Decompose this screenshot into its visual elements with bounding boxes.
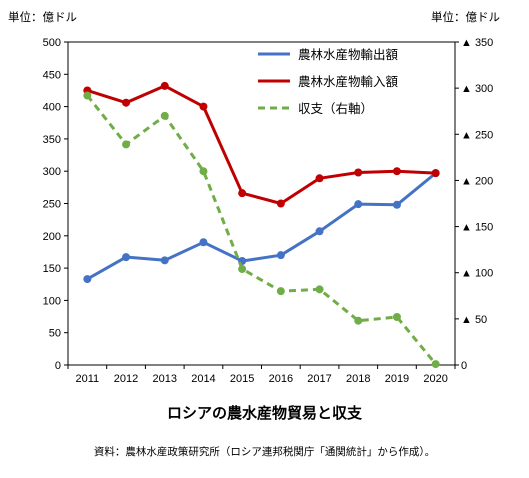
data-point — [122, 140, 131, 149]
data-point — [354, 316, 363, 325]
y-right-tick-label: ▲ 100 — [461, 268, 493, 280]
y-right-tick-label: 0 — [461, 360, 467, 372]
data-point — [160, 111, 169, 120]
y-left-tick-label: 150 — [43, 263, 61, 275]
data-point — [238, 189, 247, 198]
data-point — [392, 313, 401, 322]
x-tick-label: 2015 — [230, 373, 254, 385]
x-tick-label: 2011 — [76, 373, 100, 385]
data-point — [276, 287, 285, 296]
data-point — [160, 81, 169, 90]
y-left-tick-label: 250 — [43, 199, 61, 211]
legend-label: 農林水産物輸入額 — [298, 74, 399, 89]
data-point — [160, 256, 169, 265]
y-left-ticks: 0 50 100 150 200 250 300 350 400 450 500 — [43, 37, 68, 372]
x-tick-label: 2018 — [346, 373, 370, 385]
y-left-tick-label: 500 — [43, 37, 61, 49]
data-point — [431, 169, 440, 178]
y-left-tick-label: 300 — [43, 166, 61, 178]
x-tick-label: 2017 — [307, 373, 331, 385]
x-tick-label: 2014 — [191, 373, 215, 385]
data-point — [392, 167, 401, 176]
y-right-ticks: 0 ▲ 50 ▲ 100 ▲ 150 ▲ 200 ▲ 250 ▲ 300 ▲ 350 — [455, 37, 493, 372]
legend-label: 収支（右軸） — [298, 101, 373, 116]
data-point — [315, 174, 324, 183]
data-point — [122, 98, 131, 107]
y-left-tick-label: 350 — [43, 134, 61, 146]
y-right-tick-label: ▲ 350 — [461, 37, 493, 49]
source-note: 資料：農林水産政策研究所（ロシア連邦税関庁「通関統計」から作成）。 — [93, 446, 436, 458]
data-point — [276, 199, 285, 208]
data-point — [354, 168, 363, 177]
y-right-tick-label: ▲ 200 — [461, 175, 493, 187]
data-point — [199, 238, 208, 247]
data-point — [276, 251, 285, 260]
x-ticks: 2011 2012 2013 2014 2015 2016 2017 2018 2019 2020 — [67, 365, 456, 385]
y-left-tick-label: 400 — [43, 102, 61, 114]
data-point — [354, 200, 363, 209]
y-right-tick-label: ▲ 150 — [461, 222, 493, 234]
x-tick-label: 2019 — [385, 373, 409, 385]
y-left-tick-label: 0 — [55, 360, 61, 372]
data-point — [392, 200, 401, 209]
data-point — [83, 275, 92, 284]
series-line — [86, 171, 437, 281]
data-point — [122, 253, 131, 262]
data-point — [315, 227, 324, 236]
y-left-tick-label: 450 — [43, 69, 61, 81]
y-left-unit-label: 単位：億ドル — [8, 10, 77, 24]
y-right-tick-label: ▲ 300 — [461, 83, 493, 95]
y-left-tick-label: 100 — [43, 295, 61, 307]
y-right-tick-label: ▲ 50 — [461, 314, 487, 326]
y-right-unit-label: 単位：億ドル — [431, 10, 500, 24]
data-point — [431, 360, 440, 369]
x-tick-label: 2016 — [269, 373, 293, 385]
data-point — [199, 167, 208, 176]
data-point — [199, 102, 208, 111]
x-tick-label: 2012 — [114, 373, 138, 385]
y-left-tick-label: 50 — [49, 328, 61, 340]
data-point — [238, 265, 247, 274]
series-line — [86, 94, 437, 366]
data-point — [315, 285, 324, 294]
y-left-tick-label: 200 — [43, 231, 61, 243]
data-point — [83, 91, 92, 100]
series — [83, 81, 440, 369]
series-line — [86, 84, 436, 205]
chart-title: ロシアの農水産物貿易と収支 — [166, 404, 362, 422]
legend-label: 農林水産物輸出額 — [298, 47, 399, 62]
y-right-tick-label: ▲ 250 — [461, 129, 493, 141]
x-tick-label: 2020 — [423, 373, 447, 385]
x-tick-label: 2013 — [153, 373, 177, 385]
